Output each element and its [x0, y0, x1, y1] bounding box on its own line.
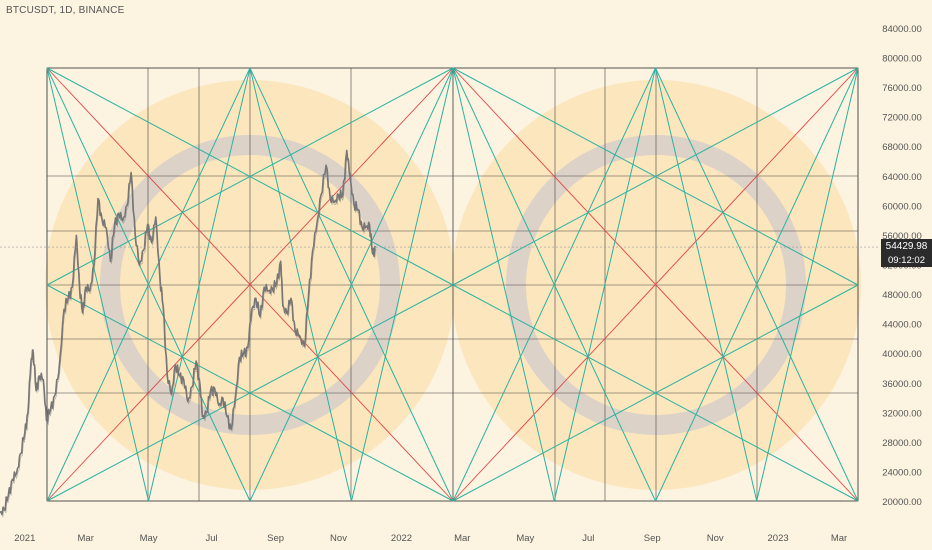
x-tick-label: Mar [78, 533, 94, 544]
x-tick-label: May [516, 533, 534, 544]
box2-fan-teal [655, 67, 758, 502]
y-tick-label: 84000.00 [882, 24, 922, 35]
box1-fan-teal [46, 67, 149, 502]
box1-fan-teal [351, 67, 454, 502]
time-axis[interactable]: 2021 Mar May Jul Sep Nov 2022 Mar May Jul Sep Nov 20… [14, 533, 847, 544]
box1-fan-teal [249, 67, 352, 502]
y-tick-label: 36000.00 [882, 379, 922, 390]
x-tick-label: 2021 [14, 533, 35, 544]
x-tick-label: 2022 [391, 533, 412, 544]
box2-fan-teal [452, 67, 859, 286]
price-layer [0, 149, 880, 518]
gann-fan-lines [46, 67, 859, 502]
box2-fan-teal [553, 67, 656, 502]
box2-fan-teal [452, 67, 656, 502]
box1-fan-teal [249, 67, 454, 502]
x-tick-label: Jul [206, 533, 218, 544]
x-tick-label: Sep [644, 533, 661, 544]
box2-diagonal-red [452, 67, 859, 502]
y-tick-label: 76000.00 [882, 83, 922, 94]
btc-price-line [0, 149, 376, 516]
x-tick-label: Mar [831, 533, 847, 544]
box1-fan-teal [148, 67, 251, 502]
x-tick-label: Jul [582, 533, 594, 544]
box2-fan-teal [452, 67, 555, 502]
btc-price-wicks [0, 152, 377, 518]
y-tick-label: 60000.00 [882, 201, 922, 212]
last-price-badge: 54429.98 [881, 239, 932, 255]
box1-fan-teal [46, 284, 454, 502]
y-tick-label: 40000.00 [882, 349, 922, 360]
box1-fan-teal [46, 67, 454, 286]
box2-fan-teal [756, 67, 859, 502]
y-tick-label: 48000.00 [882, 290, 922, 301]
y-tick-label: 44000.00 [882, 320, 922, 331]
y-tick-label: 28000.00 [882, 438, 922, 449]
y-tick-label: 80000.00 [882, 54, 922, 65]
y-tick-label: 24000.00 [882, 468, 922, 479]
box1-fan-teal [46, 67, 251, 502]
y-tick-label: 64000.00 [882, 172, 922, 183]
x-tick-label: 2023 [768, 533, 789, 544]
y-tick-label: 20000.00 [882, 497, 922, 508]
y-tick-label: 32000.00 [882, 408, 922, 419]
box1-diagonal-red [46, 67, 454, 502]
countdown-badge: 09:12:02 [881, 254, 932, 268]
x-tick-label: May [140, 533, 158, 544]
x-tick-label: Nov [330, 533, 347, 544]
y-tick-label: 72000.00 [882, 113, 922, 124]
y-tick-label: 68000.00 [882, 142, 922, 153]
x-tick-label: Mar [454, 533, 470, 544]
box2-fan-teal [655, 67, 859, 502]
x-tick-label: Nov [707, 533, 724, 544]
symbol-label: BTCUSDT, 1D, BINANCE [6, 5, 125, 16]
box2-fan-teal [452, 284, 859, 502]
y-tick-label: 56000.00 [882, 231, 922, 242]
x-tick-label: Sep [267, 533, 284, 544]
